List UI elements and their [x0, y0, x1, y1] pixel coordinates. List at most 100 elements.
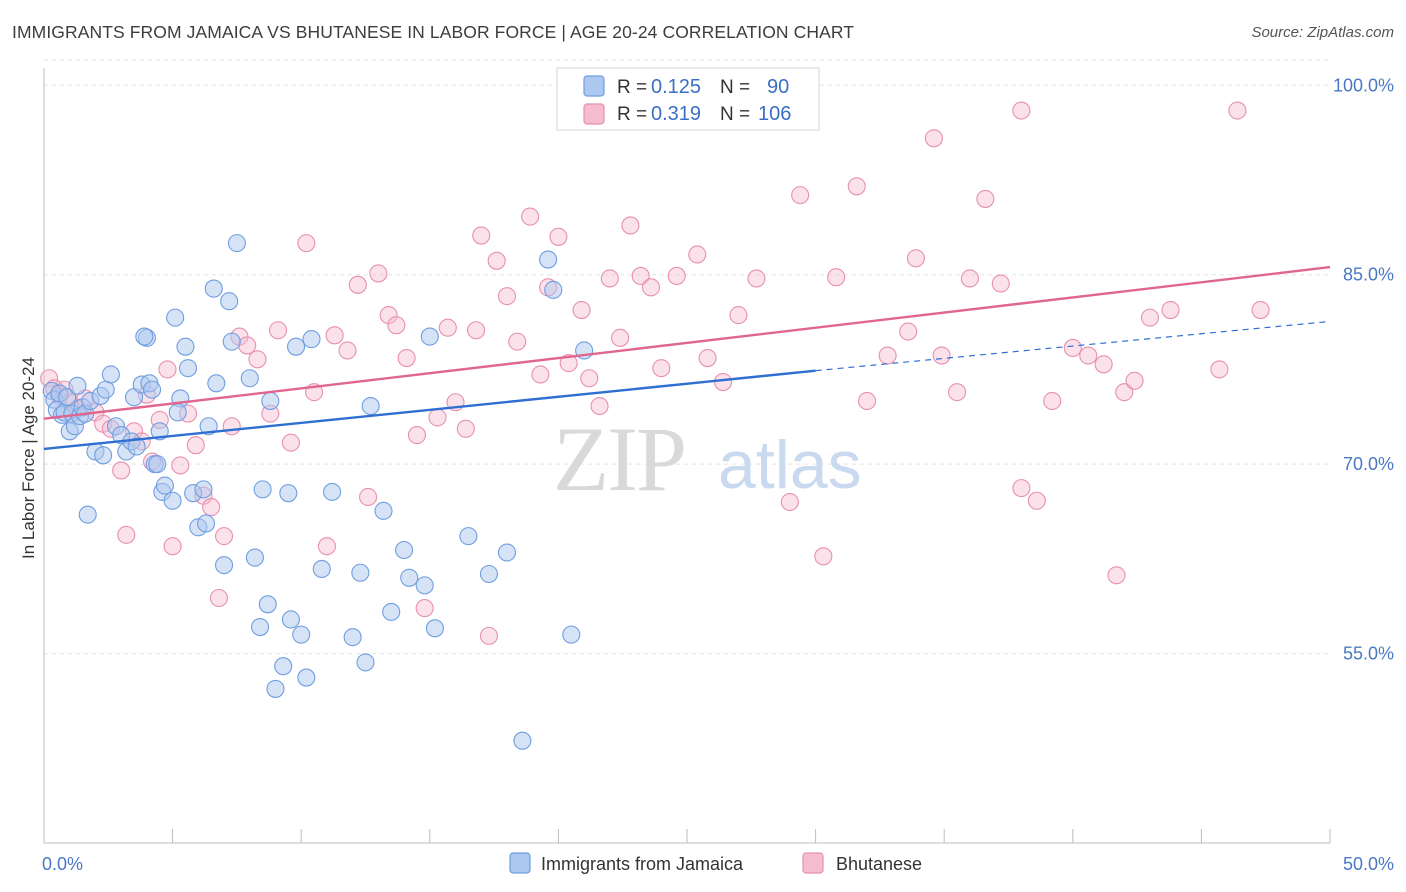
point-jamaica: [544, 280, 563, 299]
point-bhutanese: [1115, 383, 1134, 402]
point-jamaica: [178, 359, 198, 378]
point-bhutanese: [747, 269, 766, 288]
point-jamaica: [163, 491, 182, 510]
source-credit: Source: ZipAtlas.com: [1251, 24, 1394, 41]
point-jamaica: [361, 396, 380, 416]
legend-bottom-swatch-jamaica: [509, 852, 531, 874]
watermark-atlas: atlas: [718, 427, 862, 503]
point-jamaica: [292, 625, 311, 644]
point-bhutanese: [222, 417, 241, 436]
point-jamaica: [420, 327, 439, 346]
point-bhutanese: [479, 626, 499, 645]
point-jamaica: [214, 556, 234, 575]
point-bhutanese: [415, 599, 434, 618]
point-bhutanese: [878, 346, 897, 365]
point-jamaica: [415, 576, 434, 595]
legend-swatch-jamaica: [583, 75, 605, 97]
point-jamaica: [253, 480, 272, 499]
point-jamaica: [135, 327, 154, 346]
point-bhutanese: [1210, 360, 1229, 379]
point-jamaica: [356, 653, 375, 672]
point-jamaica: [562, 625, 581, 644]
point-bhutanese: [698, 348, 717, 368]
point-jamaica: [479, 564, 499, 584]
legend-n-label-jamaica: N =: [720, 77, 750, 98]
point-bhutanese: [508, 332, 527, 351]
point-bhutanese: [1094, 355, 1113, 374]
point-bhutanese: [932, 346, 951, 365]
point-jamaica: [302, 330, 321, 349]
point-bhutanese: [1125, 371, 1144, 390]
point-jamaica: [166, 308, 185, 327]
chart-title: IMMIGRANTS FROM JAMAICA VS BHUTANESE IN …: [12, 22, 855, 42]
point-jamaica: [281, 610, 300, 629]
point-bhutanese: [269, 321, 288, 340]
point-bhutanese: [948, 383, 967, 402]
point-bhutanese: [163, 537, 182, 556]
x-tick-label-max: 50.0%: [1343, 854, 1394, 874]
trend-line-bhutanese: [43, 265, 1331, 420]
point-jamaica: [400, 568, 419, 587]
point-jamaica: [94, 446, 113, 465]
point-bhutanese: [899, 322, 918, 341]
point-jamaica: [245, 548, 264, 567]
point-jamaica: [148, 455, 167, 474]
point-bhutanese: [729, 306, 748, 325]
legend-n-value-jamaica: 90: [767, 76, 789, 98]
point-jamaica: [266, 679, 285, 698]
point-bhutanese: [297, 234, 316, 253]
point-jamaica: [78, 505, 97, 524]
point-bhutanese: [1228, 101, 1247, 120]
point-bhutanese: [1107, 566, 1126, 585]
point-jamaica: [351, 563, 370, 582]
point-bhutanese: [1161, 301, 1180, 320]
point-bhutanese: [1027, 491, 1046, 510]
point-bhutanese: [467, 321, 486, 340]
point-jamaica: [222, 332, 241, 351]
point-bhutanese: [652, 359, 671, 378]
series-bhutanese-points: [40, 101, 1270, 645]
point-bhutanese: [1063, 338, 1082, 357]
point-jamaica: [227, 234, 246, 253]
watermark: ZIP atlas: [553, 408, 862, 510]
point-bhutanese: [924, 129, 943, 148]
point-bhutanese: [348, 275, 367, 294]
point-bhutanese: [387, 316, 406, 335]
point-bhutanese: [1251, 301, 1270, 320]
point-bhutanese: [112, 461, 131, 480]
point-bhutanese: [847, 177, 866, 196]
point-bhutanese: [960, 269, 979, 288]
point-bhutanese: [1012, 101, 1031, 120]
point-bhutanese: [171, 456, 190, 475]
point-bhutanese: [359, 487, 378, 507]
y-axis-title: In Labor Force | Age 20-24: [19, 357, 38, 559]
point-jamaica: [539, 250, 558, 269]
point-bhutanese: [780, 492, 799, 512]
y-tick-label: 70.0%: [1343, 454, 1394, 474]
trend-extension-jamaica: [815, 320, 1331, 372]
point-bhutanese: [1079, 346, 1098, 365]
point-bhutanese: [202, 498, 221, 517]
point-bhutanese: [1043, 391, 1062, 411]
point-bhutanese: [857, 391, 877, 411]
legend-bottom-label-bhutanese: Bhutanese: [836, 854, 922, 874]
axes: [43, 68, 1331, 844]
x-tick-label-min: 0.0%: [42, 854, 83, 874]
point-bhutanese: [713, 372, 733, 392]
point-jamaica: [382, 602, 401, 621]
point-jamaica: [343, 628, 362, 647]
point-jamaica: [155, 476, 174, 495]
point-bhutanese: [641, 278, 661, 297]
point-bhutanese: [631, 266, 650, 286]
trend-line-jamaica: [43, 369, 816, 451]
legend-bottom: Immigrants from Jamaica Bhutanese: [509, 852, 922, 874]
point-jamaica: [240, 369, 259, 388]
point-jamaica: [58, 388, 77, 407]
point-jamaica: [101, 365, 120, 384]
point-jamaica: [287, 337, 306, 356]
point-jamaica: [196, 514, 216, 533]
point-bhutanese: [827, 268, 846, 287]
legend-n-value-bhutanese: 106: [758, 103, 791, 125]
point-jamaica: [459, 527, 478, 546]
